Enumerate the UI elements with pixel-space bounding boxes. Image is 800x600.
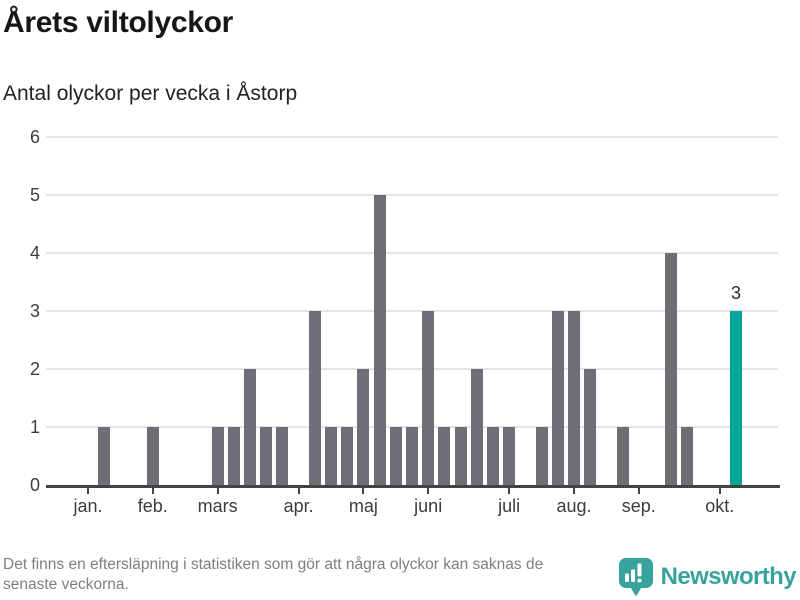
- y-axis-label-6: 6: [29, 127, 40, 147]
- bar-week-37: [681, 427, 694, 485]
- bar-week-24: [470, 369, 483, 485]
- x-axis-tick-okt: [718, 488, 721, 494]
- x-axis-label-juli: juli: [498, 496, 521, 516]
- x-axis-label-juni: juni: [414, 496, 443, 516]
- y-axis-label-5: 5: [29, 185, 40, 205]
- footer-note: Det finns en eftersläpning i statistiken…: [3, 555, 635, 595]
- gridline-y4: [46, 252, 778, 254]
- x-axis-tick-maj: [362, 488, 365, 494]
- x-axis-tick-juni: [427, 488, 430, 494]
- bar-week-33: [616, 427, 629, 485]
- bar-week-30: [568, 311, 580, 485]
- highlighted-bar-week-40: [730, 311, 742, 485]
- bar-week-1: [98, 427, 111, 485]
- chart-subtitle: Antal olyckor per vecka i Åstorp: [3, 82, 298, 105]
- x-axis-tick-sep: [637, 488, 640, 494]
- newsworthy-logo: Newsworthy: [618, 557, 797, 597]
- y-axis-label-3: 3: [29, 301, 40, 321]
- bar-week-23: [454, 427, 467, 485]
- newsworthy-logo-text: Newsworthy: [660, 563, 797, 590]
- bar-week-36: [665, 253, 678, 485]
- gridline-y2: [46, 368, 778, 370]
- x-axis-line: [46, 485, 780, 488]
- bar-week-18: [373, 195, 386, 485]
- gridline-y3: [46, 310, 778, 312]
- x-axis-label-okt: okt.: [705, 496, 735, 516]
- x-axis-label-feb: feb.: [137, 496, 168, 516]
- bar-week-25: [487, 427, 499, 485]
- x-axis-label-apr: apr.: [283, 496, 314, 516]
- bar-week-4: [146, 427, 159, 485]
- bar-week-26: [503, 427, 516, 485]
- y-axis-label-1: 1: [29, 417, 40, 437]
- bar-week-8: [211, 427, 224, 485]
- bar-week-17: [357, 369, 370, 485]
- y-axis-label-0: 0: [29, 475, 40, 495]
- bar-week-19: [389, 427, 402, 485]
- y-axis-label-2: 2: [29, 359, 40, 379]
- bar-week-10: [244, 369, 256, 485]
- bar-week-15: [325, 427, 337, 485]
- x-axis-tick-mars: [216, 488, 219, 494]
- x-axis-label-maj: maj: [348, 496, 378, 516]
- bar-week-16: [341, 427, 354, 485]
- bar-week-22: [438, 427, 451, 485]
- footer-note-line1: Det finns en eftersläpning i statistiken…: [3, 556, 544, 573]
- bar-week-12: [276, 427, 289, 485]
- y-axis-label-4: 4: [29, 243, 40, 263]
- bar-week-11: [260, 427, 273, 485]
- bar-week-20: [406, 427, 418, 485]
- x-axis-tick-feb: [151, 488, 154, 494]
- highlighted-bar-value-label: 3: [730, 283, 741, 303]
- x-axis-label-jan: jan.: [73, 496, 103, 516]
- chart-title: Årets viltolyckor: [3, 6, 233, 39]
- footer-note-line2: senaste veckorna.: [3, 576, 129, 593]
- bar-week-31: [584, 369, 597, 485]
- bar-week-9: [227, 427, 240, 485]
- gridline-y6: [46, 136, 778, 138]
- x-axis-label-aug: aug.: [556, 496, 592, 516]
- bar-week-14: [308, 311, 321, 485]
- gridline-y5: [46, 194, 778, 196]
- bar-week-28: [535, 427, 548, 485]
- bar-week-29: [551, 311, 564, 485]
- bar-week-21: [422, 311, 435, 485]
- x-axis-tick-juli: [508, 488, 511, 494]
- x-axis-label-sep: sep.: [621, 496, 656, 516]
- x-axis-tick-jan: [87, 488, 89, 494]
- newsworthy-logo-icon: [618, 558, 653, 597]
- x-axis-tick-apr: [297, 488, 300, 494]
- x-axis-tick-aug: [573, 488, 575, 494]
- x-axis-label-mars: mars: [197, 496, 238, 516]
